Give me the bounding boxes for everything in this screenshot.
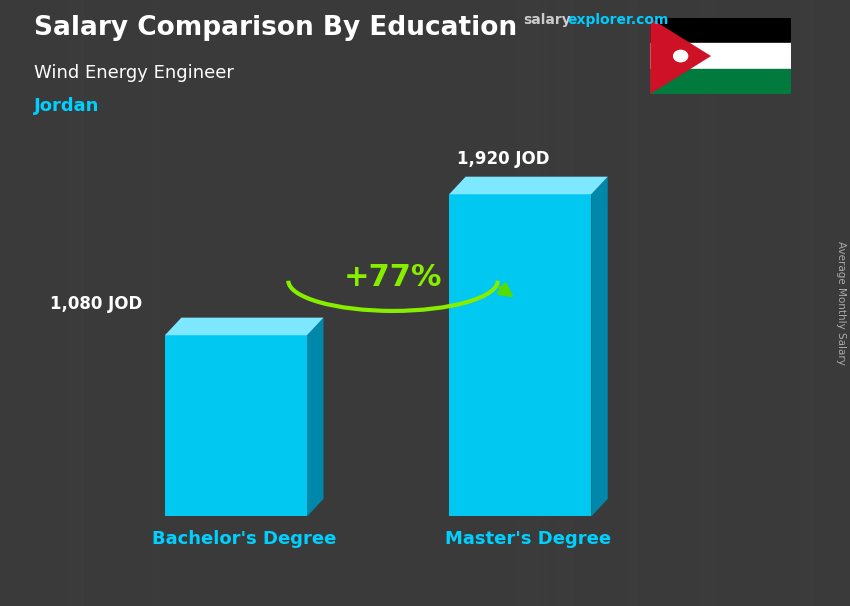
Bar [777, 0, 791, 606]
Bar [650, 18, 790, 44]
Polygon shape [165, 335, 307, 516]
Bar [244, 0, 259, 606]
Bar [330, 0, 343, 606]
Bar [750, 0, 761, 606]
Text: Bachelor's Degree: Bachelor's Degree [152, 530, 337, 548]
Bar [650, 68, 790, 94]
Text: 1,080 JOD: 1,080 JOD [50, 295, 143, 313]
Bar [12, 0, 20, 606]
Bar [60, 0, 69, 606]
Text: Average Monthly Salary: Average Monthly Salary [836, 241, 846, 365]
Bar [67, 0, 73, 606]
Bar [767, 0, 775, 606]
Bar [237, 0, 246, 606]
Bar [842, 0, 849, 606]
Text: Jordan: Jordan [34, 97, 99, 115]
Polygon shape [449, 177, 608, 195]
Bar [325, 0, 338, 606]
Text: +77%: +77% [343, 263, 442, 292]
Text: Wind Energy Engineer: Wind Energy Engineer [34, 64, 234, 82]
Bar [543, 0, 551, 606]
Bar [839, 0, 848, 606]
Bar [110, 0, 116, 606]
Bar [282, 0, 300, 606]
Bar [791, 0, 808, 606]
Text: 1,920 JOD: 1,920 JOD [456, 150, 549, 168]
Polygon shape [449, 195, 592, 516]
Bar [115, 0, 135, 606]
Bar [483, 0, 496, 606]
Circle shape [673, 50, 688, 62]
Text: explorer.com: explorer.com [567, 13, 668, 27]
Text: Master's Degree: Master's Degree [445, 530, 611, 548]
Bar [115, 0, 128, 606]
Polygon shape [650, 18, 711, 94]
Bar [650, 44, 790, 68]
Polygon shape [592, 177, 608, 516]
Polygon shape [165, 318, 324, 335]
Text: salary: salary [523, 13, 570, 27]
Polygon shape [307, 318, 324, 516]
Bar [838, 0, 850, 606]
Text: Salary Comparison By Education: Salary Comparison By Education [34, 15, 517, 41]
